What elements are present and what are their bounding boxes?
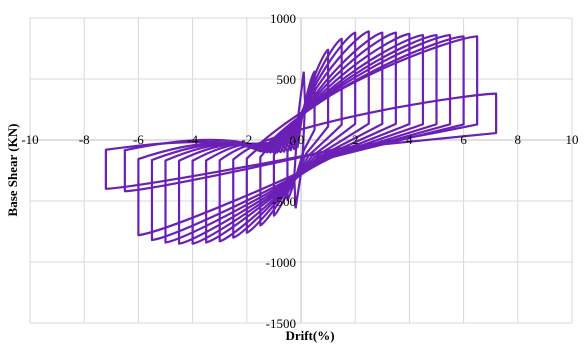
y-tick-label: -1500 <box>266 316 296 331</box>
x-tick-label: 2 <box>352 132 359 147</box>
x-tick-label: 0 <box>298 132 305 147</box>
y-tick-label: -500 <box>272 194 296 209</box>
hysteresis-curve <box>104 30 498 245</box>
y-tick-label: -1000 <box>266 255 296 270</box>
x-axis-title: Drift(%) <box>285 328 334 343</box>
x-tick-label: -6 <box>133 132 144 147</box>
hysteresis-loop <box>245 31 357 234</box>
hysteresis-loop <box>205 31 397 244</box>
y-tick-label: 500 <box>277 72 297 87</box>
tick-labels: -10 -8 -6 -4 -2 0 2 4 6 8 10 -1500 -1000 -500 0 500 1000 <box>21 11 578 331</box>
x-tick-label: 8 <box>515 132 522 147</box>
hysteresis-loop <box>232 30 370 239</box>
hysteresis-loop <box>177 33 425 245</box>
x-tick-label: 6 <box>460 132 467 147</box>
x-tick-label: -4 <box>187 132 198 147</box>
hysteresis-loop <box>218 31 384 243</box>
x-tick-label: -8 <box>79 132 90 147</box>
hysteresis-loop <box>191 32 411 245</box>
hysteresis-loop <box>104 92 498 190</box>
y-tick-label: 0 <box>290 133 297 148</box>
x-tick-label: -2 <box>241 132 252 147</box>
origin-band <box>293 71 307 209</box>
hysteresis-loop <box>137 35 465 237</box>
y-axis-title: Base Shear (KN) <box>5 124 20 217</box>
x-tick-label: 4 <box>406 132 413 147</box>
x-tick-label: -10 <box>21 132 38 147</box>
x-tick-label: 10 <box>566 132 579 147</box>
y-tick-label: 1000 <box>270 11 296 26</box>
